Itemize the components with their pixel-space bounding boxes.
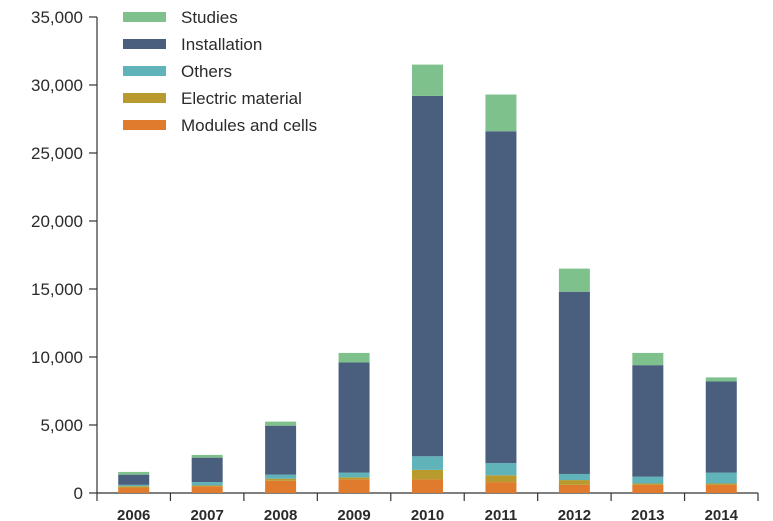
bar-segment-studies [705,377,737,382]
bar-segment-modules-and-cells [265,480,297,493]
bar-segment-electric-material [485,475,517,483]
bar-segment-modules-and-cells [632,484,664,493]
bar-segment-others [412,456,443,470]
bar-segment-modules-and-cells [118,487,150,493]
bar-segment-installation [632,365,664,477]
legend-swatch [123,12,166,22]
y-tick-label: 0 [74,484,83,503]
bar-segment-others [265,474,297,479]
bar-segment-electric-material [118,486,150,488]
bar-segment-studies [118,471,150,475]
x-tick-label: 2012 [558,507,591,521]
legend-swatch [123,93,166,103]
bar-segment-installation [338,362,370,473]
y-axis: 0 5,000 10,000 15,000 20,000 25,000 30,000 35,0… [31,8,98,503]
bar-segment-others [705,472,737,484]
bar-segment-installation [412,95,443,457]
legend-swatch [123,120,166,130]
legend-swatch [123,39,166,49]
y-tick-label: 10,000 [31,348,83,367]
y-tick-label: 5,000 [40,416,83,435]
bar-segment-installation [118,474,150,485]
legend-label: Installation [181,35,262,54]
bar-segment-others [191,482,223,486]
bar-segment-modules-and-cells [338,479,370,493]
y-tick-label: 15,000 [31,280,83,299]
bar-segment-electric-material [265,478,297,481]
bar-segment-electric-material [338,477,370,480]
bar-segment-studies [191,454,223,458]
y-tick-label: 30,000 [31,76,83,95]
y-tick-label: 20,000 [31,212,83,231]
bar-segment-electric-material [412,469,443,480]
bar-segment-installation [485,131,517,464]
bar-segment-others [118,484,150,487]
x-tick-label: 2013 [631,507,664,521]
bar-segment-others [485,463,517,476]
bar-segment-modules-and-cells [558,484,590,493]
bar-segment-others [632,476,664,484]
y-tick-label: 35,000 [31,8,83,27]
bar-segment-modules-and-cells [412,479,443,493]
bar-segment-studies [558,268,590,292]
bar-segment-others [558,473,590,481]
bar-segment-installation [705,381,737,473]
x-tick-label: 2006 [117,507,150,521]
bar-segment-modules-and-cells [485,482,517,493]
legend-label: Electric material [181,89,302,108]
bar-segment-studies [265,421,297,426]
bar-segment-studies [632,352,664,366]
y-tick-label: 25,000 [31,144,83,163]
bar-segment-installation [191,457,223,483]
bar-segment-studies [338,352,370,363]
bar-segment-modules-and-cells [705,484,737,493]
x-tick-label: 2008 [264,507,297,521]
x-tick-label: 2011 [485,507,518,521]
x-tick-label: 2009 [337,507,370,521]
legend-label: Studies [181,8,238,27]
bar-segment-installation [558,291,590,474]
bar-segment-studies [412,64,443,96]
x-tick-label: 2014 [705,507,739,521]
x-tick-label: 2010 [411,507,444,521]
bar-segment-electric-material [705,483,737,485]
legend-label: Modules and cells [181,116,317,135]
x-axis: 2006 2007 2008 2009 2010 2011 2012 2013 2014 [96,492,759,521]
legend: Studies Installation Others Electric materi… [123,8,317,135]
bar-segment-others [338,472,370,478]
bar-segment-electric-material [191,485,223,487]
legend-swatch [123,66,166,76]
legend-label: Others [181,62,232,81]
bar-segment-modules-and-cells [191,486,223,493]
bar-segment-electric-material [632,483,664,485]
bars [118,64,737,493]
bar-segment-electric-material [558,480,590,485]
bar-segment-studies [485,94,517,132]
bar-segment-installation [265,425,297,475]
x-tick-label: 2007 [190,507,223,521]
